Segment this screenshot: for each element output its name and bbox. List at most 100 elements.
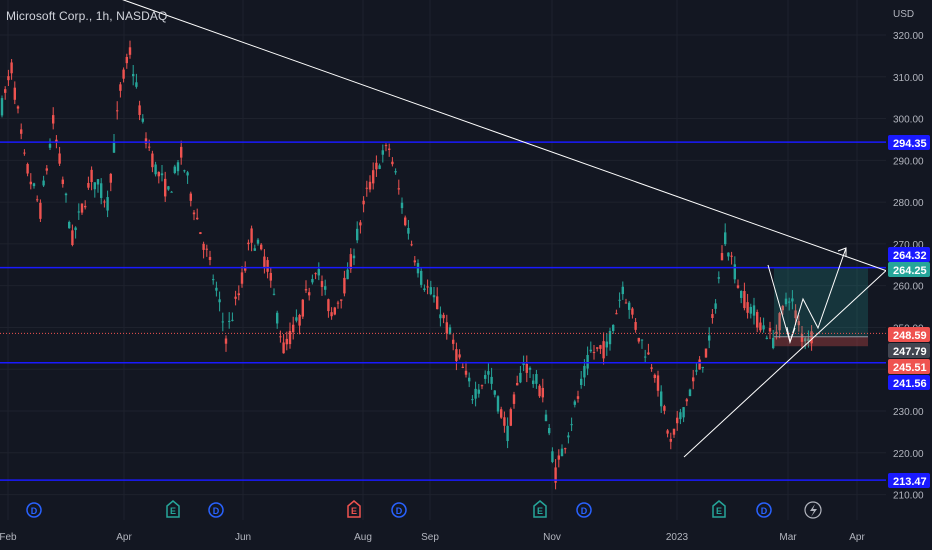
candle [202,241,205,259]
candle [192,209,196,221]
candle [253,244,256,251]
candle-body [205,248,208,250]
candle [647,343,650,355]
lightning-icon [810,504,817,517]
candle-body [311,278,314,283]
candle [708,327,711,349]
upcoming-event-icon[interactable] [804,501,822,519]
candle-body [365,187,368,189]
candle-body [58,153,61,164]
candle [45,165,48,175]
candle [317,262,320,281]
candle-body [784,298,788,305]
candle [797,315,800,332]
candle [260,243,263,251]
candle-body [45,168,48,171]
candle-body [474,388,477,399]
candle [512,391,516,409]
candle [490,367,493,390]
dividend-event-marker[interactable] [26,502,42,518]
candle-body [477,389,480,394]
candle-body [55,139,58,142]
candle-body [359,222,362,226]
candle [93,182,96,198]
candle [736,279,740,289]
candle-body [352,255,356,259]
candle [762,317,765,333]
candle-body [269,272,272,281]
candle-body [679,412,682,420]
candle-body [506,425,509,442]
candle [548,424,551,436]
candle-body [384,145,388,147]
candle-body [490,376,493,384]
dividend-event-marker[interactable] [576,502,592,518]
earnings-event-marker[interactable] [166,500,180,518]
event-marker-label: D [581,506,588,516]
candle [199,232,202,235]
candle-body [298,314,301,326]
candle [128,40,132,59]
position-profit-zone[interactable] [774,267,868,337]
candle-body [52,115,55,124]
candle [439,306,442,327]
candle-body [717,277,720,279]
earnings-event-marker[interactable] [712,500,726,518]
candle [84,200,87,210]
candle [330,307,333,320]
candle-body [122,69,125,79]
candle [672,428,676,438]
candle-body [180,146,183,158]
candle [218,291,221,312]
price-tag-label: 264.25 [893,265,927,277]
candle [170,190,173,193]
dividend-event-marker[interactable] [208,502,224,518]
candle [592,344,596,360]
candle-body [480,385,484,387]
candle-body [570,424,573,426]
candle-body [794,310,797,319]
candle-body [388,148,391,150]
candle-body [314,273,317,275]
candle [532,374,535,388]
candle-body [647,352,650,355]
earnings-event-marker[interactable] [347,500,361,518]
candle-body [90,169,93,183]
candle-body [522,362,525,365]
candle-body [167,186,170,190]
candle-body [468,377,471,382]
candle-body [429,287,432,295]
candle [704,348,708,358]
projection-path[interactable] [767,247,847,344]
candle-body [292,324,295,333]
candle-body [256,239,260,244]
candle-body [535,374,538,384]
candle [631,307,634,319]
candle-body [282,342,285,354]
candle [666,429,669,438]
candle-body [13,87,16,100]
candle [484,370,487,384]
candle [61,176,64,188]
candle [432,286,436,303]
candle [23,149,26,156]
candle-body [682,407,685,418]
trend-line-resistance[interactable] [118,0,887,272]
position-loss-zone[interactable] [774,336,868,347]
dividend-event-marker[interactable] [756,502,772,518]
candle-body [452,339,455,344]
candle [612,324,615,334]
candle-body [519,372,522,383]
candle [96,178,100,193]
candle-body [279,336,282,338]
candle-body [618,299,621,301]
dividend-event-marker[interactable] [391,502,407,518]
candle-body [730,255,733,257]
trend-line-support[interactable] [683,270,887,458]
candle [68,220,71,229]
candle-body [656,375,660,391]
earnings-event-marker[interactable] [533,500,547,518]
candle [535,369,538,389]
